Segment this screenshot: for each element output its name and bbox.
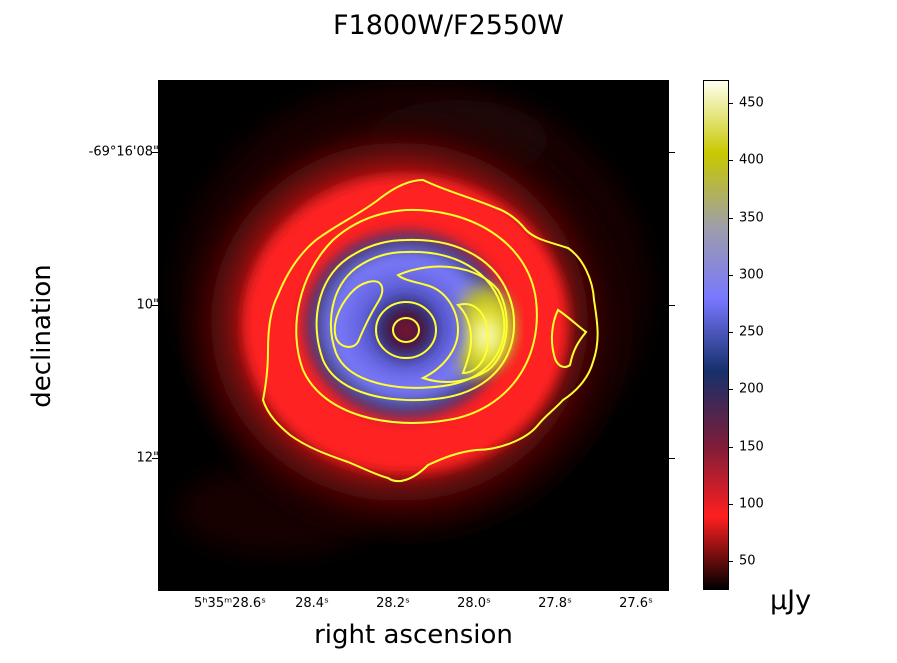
colorbar-tick-label: 150 [739,439,764,455]
contour-2 [295,208,538,424]
contour-lines [261,178,599,483]
contour-3 [315,238,516,402]
dec-tick-mark-left [152,305,158,306]
colorbar-tick-mark [729,102,733,104]
colorbar-tick-label: 350 [739,210,764,226]
contour-east-blob [550,308,588,368]
colorbar-tick-label: 200 [739,381,764,397]
colorbar-tick-mark [729,332,733,334]
colorbar-tick-label: 450 [739,95,764,111]
contour-4 [329,250,506,389]
contour-right-lobe [396,265,508,383]
colorbar-tick-mark [729,504,733,506]
dec-tick-mark-left [152,152,158,153]
colorbar-tick-label: 250 [739,324,764,340]
dec-tick-mark-right [669,458,675,459]
colorbar-tick-mark [729,389,733,391]
ra-tick-label: 28.0ˢ [457,596,491,611]
dec-tick-mark-right [669,305,675,306]
ra-tick-label: 28.4ˢ [295,596,329,611]
contour-core-inner [392,317,420,343]
contour-core-outer [375,301,437,359]
image-panel [158,80,669,591]
dec-tick-label: -69°16'08" [88,144,159,160]
figure-title: F1800W/F2550W [333,10,564,41]
colorbar [703,80,729,590]
dec-tick-label: 12" [136,450,159,466]
dec-tick-label: 10" [136,297,159,313]
contour-outer [261,178,599,483]
colorbar-tick-label: 300 [739,267,764,283]
colorbar-tick-label: 400 [739,152,764,168]
ra-tick-label: 27.6ˢ [619,596,653,611]
contour-left-lobe [333,280,384,348]
tick-marks [231,585,636,591]
axes-frame [158,80,669,591]
ra-tick-label: 28.2ˢ [376,596,410,611]
contour-right-inner [456,303,490,375]
dec-tick-mark-left [152,458,158,459]
colorbar-tick-label: 100 [739,496,764,512]
dec-tick-mark-right [669,152,675,153]
colorbar-tick-mark [729,446,733,448]
ra-tick-label: 27.8ˢ [538,596,572,611]
x-axis-label: right ascension [314,620,513,650]
colorbar-tick-label: 50 [739,553,756,569]
colorbar-tick-mark [729,274,733,276]
colorbar-tick-mark [729,561,733,563]
colorbar-tick-mark [729,217,733,219]
central-core [368,292,444,368]
emission-map [158,80,669,591]
y-axis-label: declination [27,264,57,408]
colorbar-tick-mark [729,160,733,162]
ra-tick-label: 5ʰ35ᵐ28.6ˢ [194,596,266,611]
unit-label: μJy [770,585,812,616]
